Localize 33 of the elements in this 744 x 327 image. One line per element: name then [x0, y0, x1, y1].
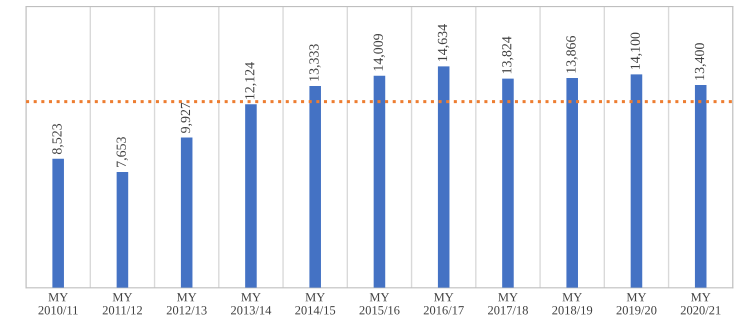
x-tick-label: MY 2015/16: [360, 293, 400, 314]
x-tick-label: MY 2011/12: [102, 293, 142, 314]
x-tick-label: MY 2012/13: [166, 293, 207, 314]
data-label: 14,100: [630, 32, 642, 70]
data-label: 14,009: [374, 34, 385, 70]
bar: [566, 78, 578, 288]
bar: [180, 138, 192, 288]
bar: [438, 66, 450, 288]
bar: [52, 158, 64, 288]
x-tick-label: MY 2019/20: [616, 293, 656, 314]
x-tick-label: MY 2010/11: [38, 293, 78, 314]
x-tick-label: MY 2014/15: [295, 293, 336, 314]
data-label: 9,927: [180, 102, 192, 133]
x-tick-label: MY 2018/19: [552, 293, 592, 314]
x-tick-label: MY 2013/14: [230, 293, 272, 314]
data-label: 14,634: [438, 24, 450, 61]
data-label: 13,400: [694, 43, 706, 80]
x-tick-label: MY 2017/18: [488, 293, 528, 314]
data-label: 13,333: [309, 44, 321, 81]
bar: [374, 76, 386, 288]
x-tick-label: MY 2020/21: [680, 293, 720, 314]
data-label: 12,124: [245, 62, 256, 99]
data-label: 7,653: [116, 137, 128, 167]
data-label: 8,523: [52, 124, 64, 154]
x-tick-label: MY 2016/17: [424, 293, 464, 314]
data-label: 13,824: [502, 36, 514, 74]
bar: [694, 85, 706, 288]
bar: [502, 78, 514, 288]
bar: [245, 104, 257, 288]
bar: [116, 172, 128, 288]
bar: [630, 74, 642, 288]
data-label: 13,866: [566, 36, 578, 73]
bar: [309, 86, 321, 288]
